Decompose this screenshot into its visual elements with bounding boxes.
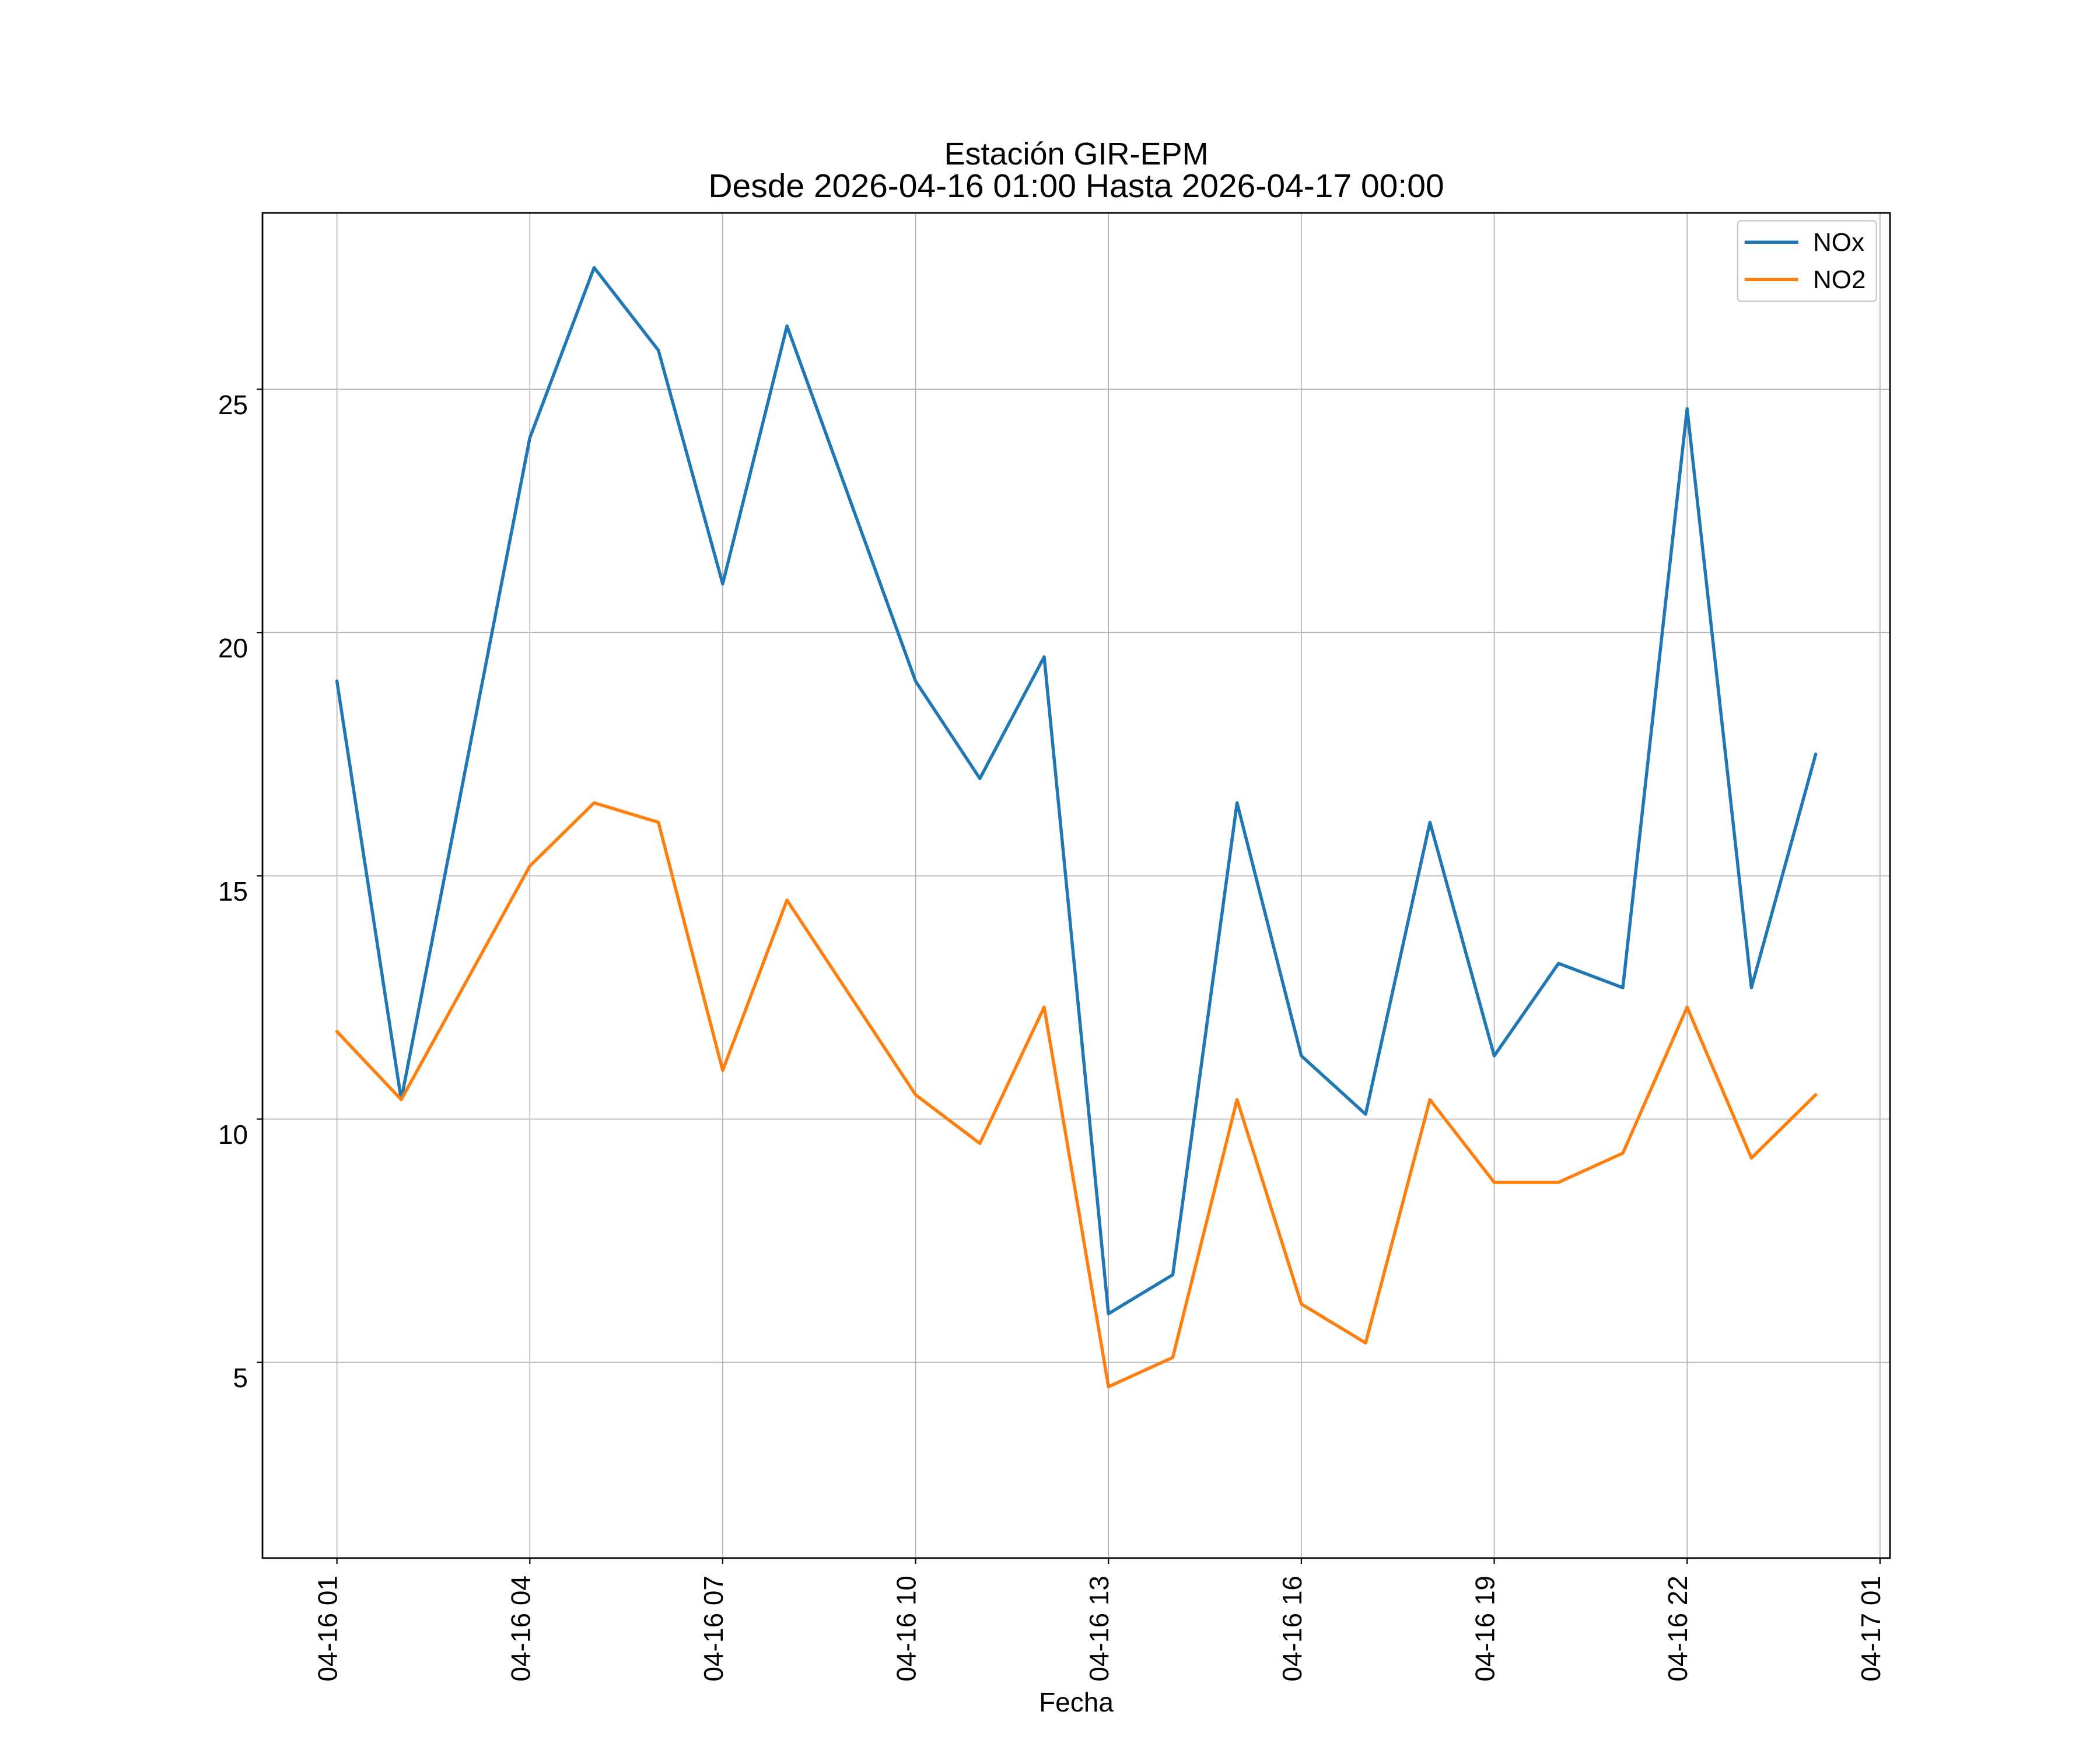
svg-text:Desde 2026-04-16 01:00 Hasta 2: Desde 2026-04-16 01:00 Hasta 2026-04-17 …	[708, 167, 1444, 205]
svg-text:04-16 22: 04-16 22	[1662, 1576, 1693, 1682]
svg-text:04-16 10: 04-16 10	[891, 1576, 922, 1682]
svg-text:5: 5	[233, 1363, 248, 1393]
svg-text:15: 15	[218, 876, 248, 907]
svg-text:04-16 19: 04-16 19	[1470, 1576, 1500, 1682]
svg-text:10: 10	[218, 1119, 248, 1150]
svg-text:25: 25	[218, 390, 248, 420]
svg-text:04-16 13: 04-16 13	[1084, 1576, 1114, 1682]
svg-text:Fecha: Fecha	[1039, 1687, 1114, 1717]
svg-text:04-16 01: 04-16 01	[313, 1576, 343, 1682]
svg-text:04-16 16: 04-16 16	[1277, 1576, 1307, 1682]
svg-text:Estación GIR-EPM: Estación GIR-EPM	[944, 136, 1208, 172]
svg-text:04-16 04: 04-16 04	[505, 1576, 536, 1682]
svg-text:NOx: NOx	[1813, 228, 1864, 257]
svg-text:04-16 07: 04-16 07	[698, 1576, 729, 1682]
svg-text:20: 20	[218, 633, 248, 663]
svg-text:04-17 01: 04-17 01	[1856, 1576, 1886, 1682]
svg-text:NO2: NO2	[1813, 265, 1866, 294]
